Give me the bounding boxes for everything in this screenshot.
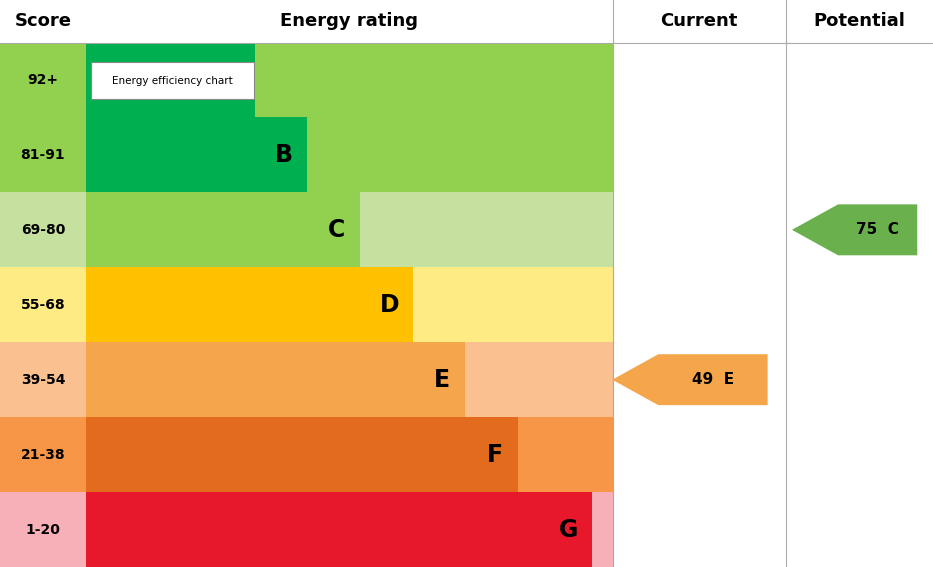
Bar: [86, 492, 592, 567]
Text: 92+: 92+: [27, 73, 59, 87]
Bar: [86, 43, 255, 117]
Bar: [86, 192, 360, 267]
Bar: [86, 417, 518, 492]
Text: F: F: [487, 443, 503, 467]
Text: B: B: [275, 143, 293, 167]
Bar: [0, 417, 613, 492]
Text: E: E: [434, 367, 450, 392]
Text: 1-20: 1-20: [25, 523, 61, 536]
Bar: [0, 192, 613, 267]
Text: G: G: [559, 518, 578, 541]
Bar: [0, 492, 613, 567]
Text: 75  C: 75 C: [856, 222, 899, 238]
Text: 49  E: 49 E: [692, 372, 734, 387]
Bar: [0, 342, 613, 417]
Text: D: D: [380, 293, 399, 317]
FancyBboxPatch shape: [91, 62, 254, 99]
Text: Energy efficiency chart: Energy efficiency chart: [112, 76, 232, 86]
Text: 39-54: 39-54: [21, 373, 65, 387]
Text: 55-68: 55-68: [21, 298, 65, 312]
Bar: [0, 267, 613, 342]
Bar: [0, 43, 613, 117]
Text: C: C: [328, 218, 345, 242]
Text: 21-38: 21-38: [21, 447, 65, 462]
Bar: [86, 342, 466, 417]
Polygon shape: [792, 204, 917, 255]
Text: Score: Score: [14, 12, 72, 30]
Text: Energy rating: Energy rating: [281, 12, 418, 30]
Text: Current: Current: [661, 12, 738, 30]
Text: 81-91: 81-91: [21, 148, 65, 162]
Text: A: A: [222, 68, 241, 92]
Bar: [0, 117, 613, 192]
Text: Potential: Potential: [814, 12, 905, 30]
Text: 69-80: 69-80: [21, 223, 65, 237]
Bar: [86, 117, 307, 192]
Bar: [86, 267, 412, 342]
Polygon shape: [612, 354, 768, 405]
